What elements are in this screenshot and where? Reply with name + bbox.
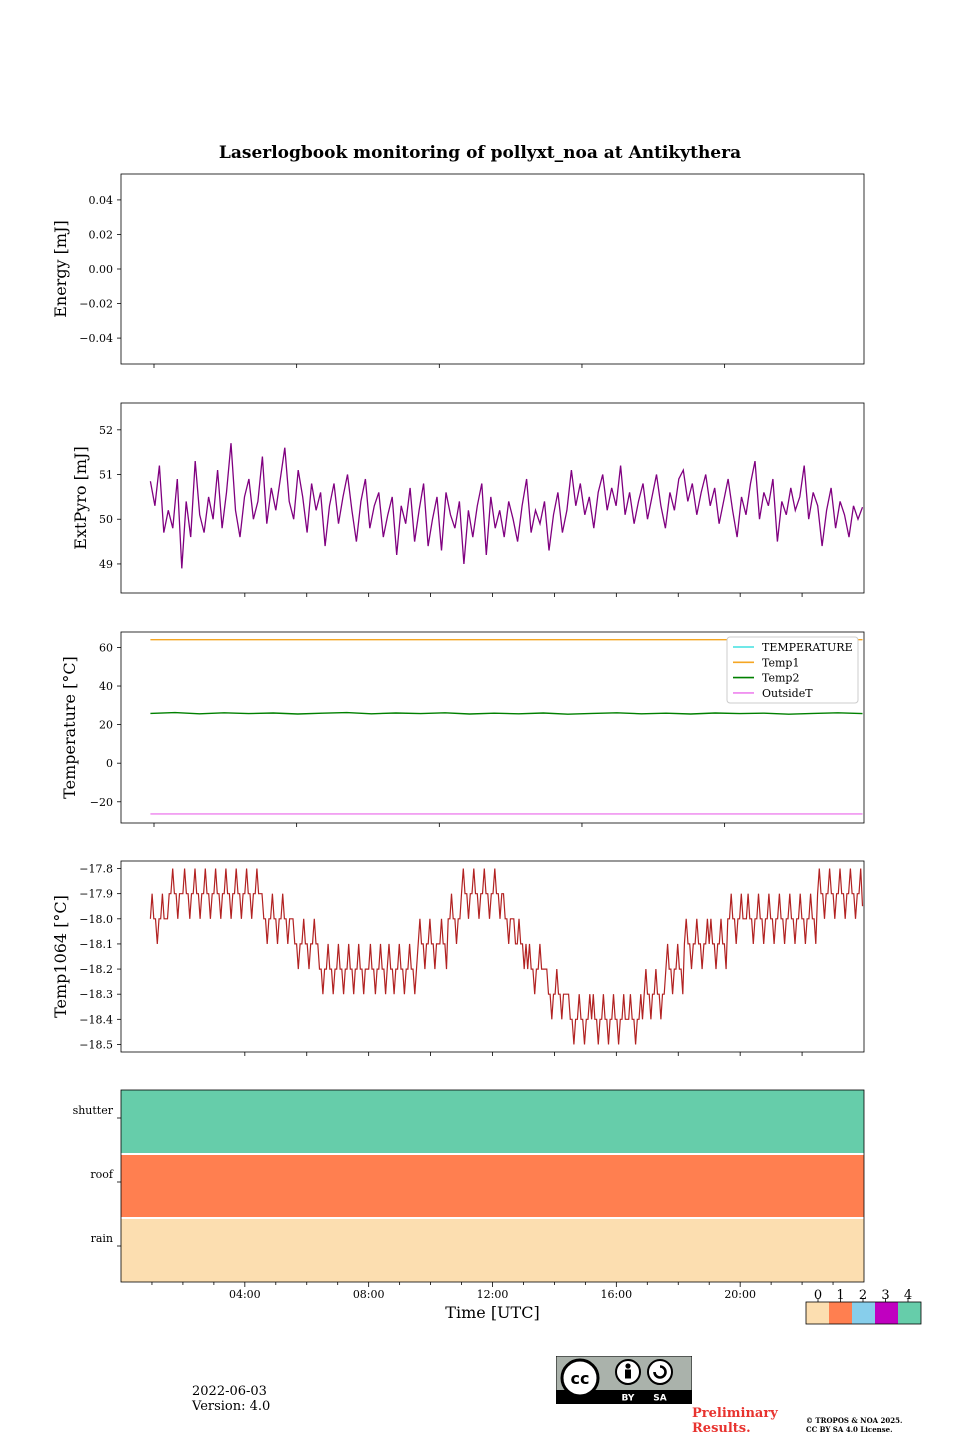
y-tick-label: −17.9 <box>79 888 113 901</box>
colorbar-tick-label: 3 <box>881 1288 889 1303</box>
colorbar-swatch <box>852 1302 875 1324</box>
plot-area <box>120 173 865 365</box>
plot-area <box>120 402 865 594</box>
copyright-line-1: © TROPOS & NOA 2025. <box>806 1416 903 1425</box>
x-tick-label: 16:00 <box>600 1288 632 1301</box>
y-axis-label: Temperature [°C] <box>60 656 79 799</box>
y-tick-label: −20 <box>90 796 113 809</box>
by-label: BY <box>622 1394 635 1404</box>
extpyro-series-line <box>149 443 864 569</box>
chart-title: Laserlogbook monitoring of pollyxt_noa a… <box>219 143 741 163</box>
status-row-label: shutter <box>73 1104 114 1117</box>
y-tick-label: −0.04 <box>79 332 113 345</box>
y-tick-label: 60 <box>99 641 113 654</box>
y-tick-label: 52 <box>99 424 113 437</box>
y-tick-label: −18.2 <box>79 963 113 976</box>
y-tick-label: 20 <box>99 719 113 732</box>
legend-label: TEMPERATURE <box>762 641 853 654</box>
x-tick-label: 20:00 <box>724 1288 756 1301</box>
cc-icon <box>560 1358 600 1398</box>
status-band-roof <box>121 1155 864 1217</box>
y-axis-label: ExtPyro [mJ] <box>71 446 90 549</box>
y-tick-label: −18.4 <box>79 1013 113 1026</box>
y-tick-label: −18.1 <box>79 938 113 951</box>
date-label: 2022-06-03 <box>192 1384 267 1399</box>
y-axis-label: Energy [mJ] <box>51 220 70 318</box>
y-tick-label: −0.02 <box>79 298 113 311</box>
temp1064-series-line <box>149 868 864 1045</box>
colorbar-swatch <box>829 1302 852 1324</box>
y-tick-label: 51 <box>99 469 113 482</box>
colorbar-swatch <box>875 1302 898 1324</box>
y-tick-label: −18.0 <box>79 913 113 926</box>
y-tick-label: 50 <box>99 513 113 526</box>
plot-area <box>120 860 865 1053</box>
y-tick-label: 0 <box>106 757 113 770</box>
colorbar-tick-label: 1 <box>836 1288 844 1303</box>
panel-4: −17.8 −17.9 −18.0 −18.1 −18.2 −18.3 −18.4 −18.5… <box>51 860 865 1056</box>
cc-license-badge: cc BY SA <box>556 1356 692 1404</box>
status-panel: shutter roof rain 04:00 08:00 12:00 16:00 20:00… <box>73 1089 922 1325</box>
legend: TEMPERATURE Temp1 Temp2 OutsideT <box>726 636 859 704</box>
y-tick-label: 0.02 <box>89 228 114 241</box>
y-axis-label: Temp1064 [°C] <box>51 895 70 1018</box>
preliminary-line-1: Preliminary <box>692 1406 778 1421</box>
y-tick-label: −18.5 <box>79 1038 113 1051</box>
x-tick-label: 12:00 <box>477 1288 509 1301</box>
y-tick-label: 0.00 <box>89 263 114 276</box>
panel-2: 52 51 50 49 ExtPyro [mJ] <box>71 402 865 597</box>
cc-icon-text: cc <box>571 1369 590 1388</box>
panel-3: 60 40 20 0 −20 Temperature [°C] TEMPERATURE Tem… <box>60 631 865 827</box>
status-band-shutter <box>121 1090 864 1153</box>
sa-share-icon <box>647 1359 673 1385</box>
x-tick-label: 08:00 <box>353 1288 385 1301</box>
legend-label: Temp1 <box>762 656 799 669</box>
colorbar-tick-label: 2 <box>859 1288 867 1303</box>
preliminary-notice: Preliminary Results. <box>692 1406 778 1436</box>
y-tick-label: −17.8 <box>79 863 113 876</box>
colorbar-tick-label: 0 <box>814 1288 822 1303</box>
y-tick-label: 49 <box>99 558 113 571</box>
colorbar-tick-label: 4 <box>904 1288 912 1303</box>
status-band-rain <box>121 1219 864 1282</box>
sa-label: SA <box>653 1394 666 1404</box>
x-tick-label: 04:00 <box>229 1288 261 1301</box>
colorbar-swatch <box>898 1302 921 1324</box>
y-tick-label: 40 <box>99 680 113 693</box>
version-label: Version: 4.0 <box>192 1399 271 1414</box>
series-line-temp2 <box>150 711 863 715</box>
legend-box <box>726 636 859 704</box>
x-axis-label: Time [UTC] <box>445 1303 539 1322</box>
y-tick-label: −18.3 <box>79 988 113 1001</box>
legend-label: OutsideT <box>762 687 813 700</box>
y-tick-label: 0.04 <box>89 194 114 207</box>
preliminary-line-2: Results. <box>692 1421 751 1436</box>
colorbar-swatch <box>806 1302 829 1324</box>
status-row-label: roof <box>90 1168 114 1181</box>
status-row-label: rain <box>91 1232 113 1245</box>
panel-1: 0.04 0.02 0.00 −0.02 −0.04 Energy [mJ] <box>51 173 865 368</box>
copyright-line-2: CC BY SA 4.0 License. <box>806 1425 893 1434</box>
copyright-notice: © TROPOS & NOA 2025. CC BY SA 4.0 Licens… <box>806 1416 902 1434</box>
colorbar-frame <box>805 1301 922 1325</box>
legend-label: Temp2 <box>762 672 799 685</box>
